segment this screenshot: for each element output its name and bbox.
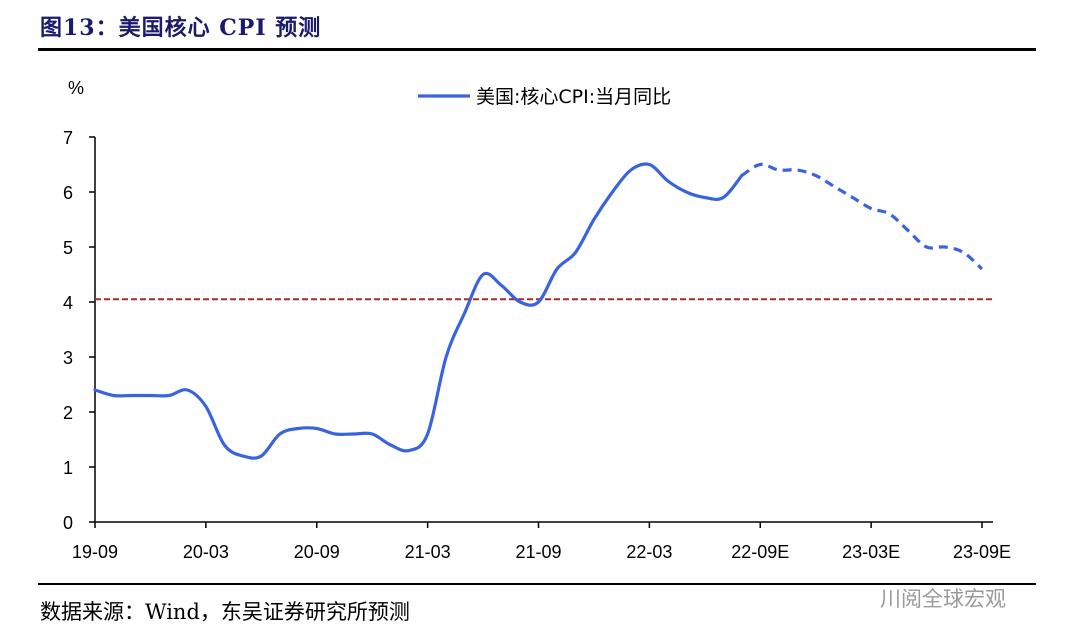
x-tick-label: 21-09 (515, 542, 561, 562)
y-tick-label: 3 (63, 348, 73, 368)
y-axis: 0 1 2 3 4 5 6 7% (63, 78, 96, 533)
x-tick-label: 22-09E (731, 542, 789, 562)
x-tick-label: 19-09 (72, 542, 118, 562)
x-axis: 19-09 20-03 20-09 21-03 21-09 22-03 22-09E 23-0… (72, 521, 1011, 562)
bottom-rule (38, 583, 1036, 585)
series-line-forecast (740, 162, 984, 271)
y-tick-label: 0 (63, 513, 73, 533)
y-tick-label: 2 (63, 403, 73, 423)
y-tick-label: 6 (63, 183, 73, 203)
series-line-actual (93, 162, 744, 460)
y-tick-label: 7 (63, 128, 73, 148)
y-axis-label: % (68, 78, 84, 98)
watermark: 川阅全球宏观 (880, 587, 1006, 611)
legend-label: 美国:核心CPI:当月同比 (476, 86, 671, 108)
source-note: 数据来源：Wind，东吴证券研究所预测 (40, 600, 410, 624)
x-tick-label: 23-03E (842, 542, 900, 562)
x-tick-label: 22-03 (626, 542, 672, 562)
y-tick-label: 1 (63, 458, 73, 478)
x-tick-label: 23-09E (953, 542, 1011, 562)
legend: 美国:核心CPI:当月同比 (418, 86, 671, 108)
series-group (93, 162, 984, 460)
x-tick-label: 20-09 (294, 542, 340, 562)
chart-title: 图13：美国核心 CPI 预测 (40, 15, 322, 41)
x-tick-label: 21-03 (405, 542, 451, 562)
x-tick-label: 20-03 (183, 542, 229, 562)
y-tick-label: 5 (63, 238, 73, 258)
y-tick-label: 4 (63, 293, 73, 313)
top-rule (38, 48, 1036, 51)
